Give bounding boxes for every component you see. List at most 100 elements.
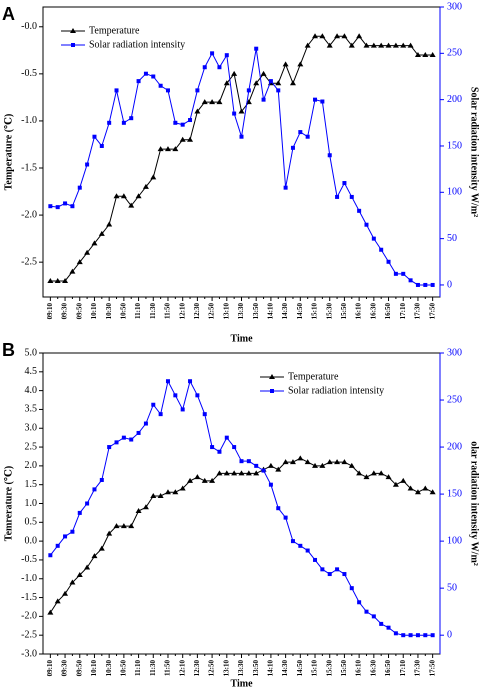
marker — [63, 201, 68, 206]
x-tick-label: 10:50 — [119, 303, 127, 320]
marker — [305, 548, 310, 553]
marker — [224, 53, 229, 58]
marker — [69, 579, 76, 585]
marker — [76, 259, 83, 265]
marker — [128, 523, 135, 529]
x-tick-label: 09:50 — [75, 660, 83, 677]
x-tick-label: 12:10 — [178, 660, 186, 677]
x-tick-label: 10:50 — [119, 660, 127, 677]
x-tick-label: 11:30 — [149, 303, 157, 319]
marker — [335, 567, 340, 572]
x-tick-label: 15:10 — [311, 660, 319, 677]
y-tick-label: 4.5 — [25, 366, 38, 377]
marker — [84, 249, 91, 255]
x-tick-label: 11:10 — [134, 303, 142, 319]
marker — [92, 134, 97, 139]
legend-label: Temperature — [89, 25, 140, 36]
marker — [276, 506, 281, 511]
y-tick-label: -0.5 — [21, 68, 37, 79]
y2-tick-label: 150 — [447, 140, 462, 151]
marker — [298, 130, 303, 135]
marker — [120, 523, 127, 529]
marker — [210, 445, 215, 450]
marker — [99, 477, 104, 482]
marker — [327, 572, 332, 577]
marker — [98, 545, 105, 551]
y2-tick-label: 50 — [447, 233, 457, 244]
marker — [414, 489, 421, 495]
series-line — [50, 48, 433, 286]
marker — [283, 185, 288, 190]
marker — [179, 136, 186, 142]
marker — [349, 194, 354, 199]
x-tick-label: 14:10 — [267, 303, 275, 320]
marker — [209, 99, 216, 105]
x-tick-label: 17:10 — [399, 660, 407, 677]
marker — [283, 515, 288, 520]
marker — [356, 470, 363, 476]
marker — [408, 633, 413, 638]
y2-tick-label: 150 — [447, 488, 462, 499]
marker — [232, 445, 237, 450]
marker — [392, 42, 399, 48]
marker — [180, 407, 185, 412]
marker — [357, 600, 362, 605]
marker — [158, 412, 163, 417]
y-tick-label: -1.0 — [21, 573, 37, 584]
y-tick-label: 1.0 — [25, 498, 38, 509]
x-tick-label: 15:30 — [325, 303, 333, 320]
y-tick-label: 3.5 — [25, 404, 38, 415]
marker — [135, 193, 142, 199]
y2-tick-label: 200 — [447, 94, 462, 105]
marker — [430, 633, 435, 638]
y2-tick-label: 250 — [447, 394, 462, 405]
y-tick-label: -1.0 — [21, 115, 37, 126]
marker — [429, 489, 436, 495]
marker — [245, 470, 252, 476]
x-tick-label: 09:30 — [61, 303, 69, 320]
marker — [407, 485, 414, 491]
marker — [151, 74, 156, 79]
marker — [282, 459, 289, 465]
x-tick-label: 13:10 — [222, 660, 230, 677]
marker — [121, 120, 126, 125]
marker — [129, 116, 134, 121]
marker — [62, 277, 69, 283]
marker — [157, 492, 164, 498]
marker — [422, 52, 429, 58]
marker — [48, 553, 53, 558]
y-tick-label: -1.5 — [21, 592, 37, 603]
x-tick-label: 16:10 — [355, 303, 363, 320]
marker — [304, 42, 311, 48]
marker — [84, 564, 91, 570]
marker — [348, 42, 355, 48]
x-axis-label: Time — [230, 333, 253, 344]
x-tick-label: 09:10 — [46, 303, 54, 320]
marker — [187, 477, 194, 483]
marker — [370, 42, 377, 48]
marker — [48, 204, 53, 209]
marker — [114, 440, 119, 445]
y-axis-label: Temrerature (℃) — [3, 466, 14, 541]
marker — [282, 61, 289, 67]
x-tick-label: 16:50 — [384, 660, 392, 677]
marker — [327, 153, 332, 158]
marker — [304, 459, 311, 465]
x-tick-label: 12:50 — [208, 660, 216, 677]
x-tick-label: 09:50 — [75, 303, 83, 320]
marker — [379, 247, 384, 252]
x-tick-label: 12:10 — [178, 303, 186, 320]
x-tick-label: 15:10 — [311, 303, 319, 320]
marker — [364, 609, 369, 614]
marker — [297, 455, 304, 461]
marker — [268, 79, 273, 84]
x-tick-label: 13:10 — [222, 303, 230, 320]
x-tick-label: 10:10 — [90, 303, 98, 320]
marker — [371, 236, 376, 241]
y2-axis-label: Solar radiation intensity W/m² — [469, 87, 480, 217]
marker — [341, 459, 348, 465]
marker — [253, 470, 260, 476]
y-tick-label: 0.5 — [25, 517, 38, 528]
marker — [157, 146, 164, 152]
marker — [143, 71, 148, 76]
